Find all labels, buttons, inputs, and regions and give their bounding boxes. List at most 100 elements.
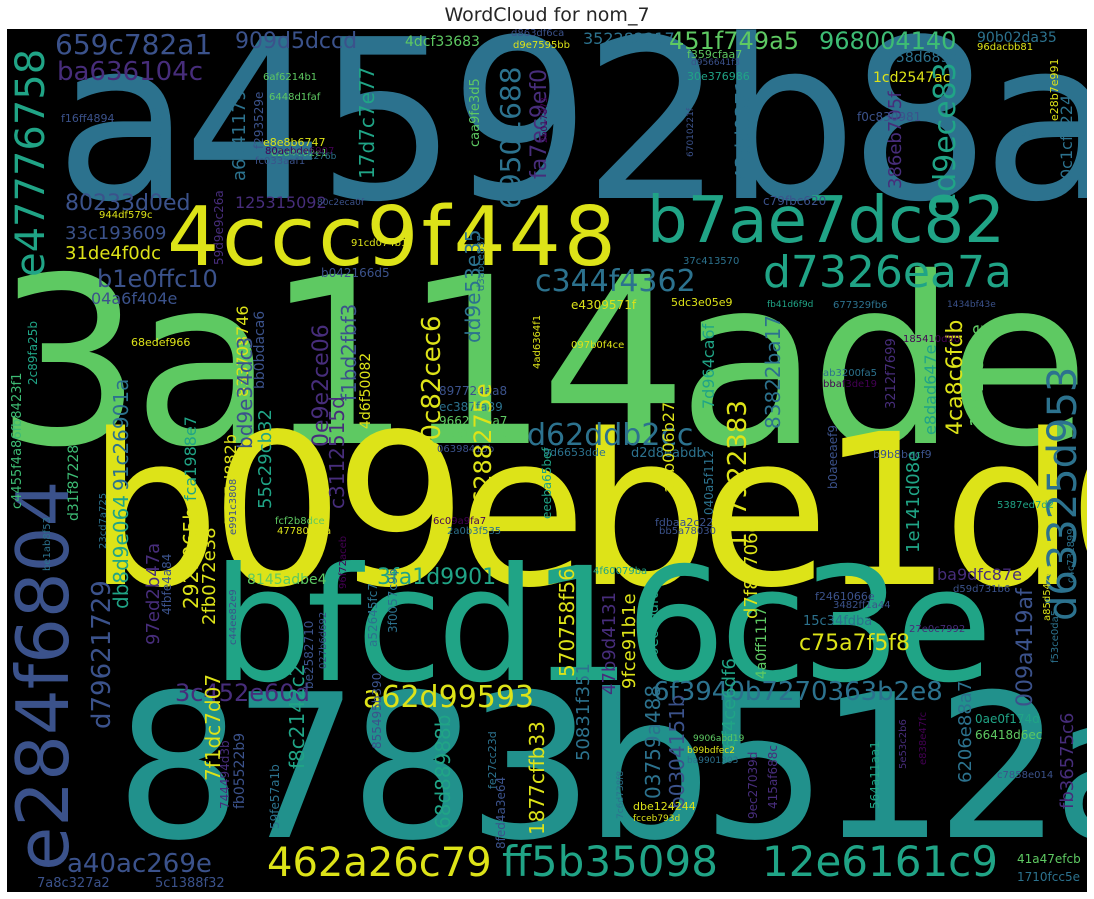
word: 6af6214b1 — [263, 72, 318, 83]
word: 06398415b — [437, 444, 495, 455]
word: 226e2276b — [285, 152, 337, 162]
word: 3c452e60d — [175, 679, 310, 707]
word: b0aeeaef9 — [826, 425, 840, 489]
word: 125315092 — [235, 193, 327, 212]
word: e2d4e02e1 — [271, 148, 328, 159]
word: d956641f3 — [691, 58, 740, 68]
word: f1bd2fbf3 — [337, 303, 361, 401]
word: ba9dfc87e — [937, 565, 1022, 584]
word: b7ae7dc82 — [647, 184, 1005, 258]
word: ae1edb14c — [451, 429, 507, 440]
word: e991c3808 — [228, 478, 239, 535]
word: 96dacbb81 — [977, 42, 1034, 53]
word: d9e7595bb — [513, 40, 571, 51]
word: d79621729 — [87, 580, 117, 729]
word: 7a8c327a2 — [37, 876, 110, 891]
word: 027b6d692 — [318, 611, 329, 669]
word: c4455f4a86fb8423f1 — [10, 372, 25, 509]
word: 352282217 — [583, 29, 675, 48]
word: c4c73c899 — [1066, 528, 1077, 583]
word: 185410d90 — [903, 334, 961, 345]
word: d7326ea7a — [763, 247, 1012, 298]
word: 67010221f — [686, 108, 696, 157]
word: fb05522b9 — [232, 732, 248, 809]
word: 9d6653dde — [543, 446, 606, 459]
word: 9906abd19 — [693, 734, 745, 744]
word: 855495b390 — [370, 672, 384, 749]
word: 83822ba17 — [761, 314, 785, 429]
word: ba9901303 — [687, 756, 739, 766]
chart-title: WordCloud for nom_7 — [444, 4, 650, 26]
word: b9b8becf9 — [873, 448, 932, 461]
word: c3112515d — [325, 396, 349, 509]
word: 33c193609 — [65, 223, 167, 244]
word: 040a5f112 — [702, 449, 716, 515]
word: a52645fc7 — [366, 583, 380, 647]
word: eeeba65bef — [540, 447, 554, 519]
word: b09ebe1d6 — [87, 389, 1087, 634]
word: 3482ff1a44 — [833, 600, 891, 611]
word: 91c26901a — [109, 378, 133, 491]
word: fca1988e7 — [181, 416, 200, 501]
word: f359cfaa7 — [687, 48, 743, 61]
word: 3f0057c9b — [386, 568, 400, 633]
word: 9fce91b1e — [619, 593, 640, 689]
word: 1361751be — [967, 324, 988, 427]
word: b042166d5 — [321, 266, 390, 280]
word: caa9fe3d5 — [468, 78, 483, 147]
word: e8e8b6747 — [263, 136, 326, 149]
word: c79fbc620 — [763, 194, 827, 208]
word: 097b0f4ce — [571, 340, 625, 351]
word: fc033aaf1 — [255, 156, 306, 167]
word: 2fb072e38 — [199, 527, 220, 625]
word: c75a7f5f8 — [799, 631, 911, 656]
word: fcceb793d — [633, 814, 681, 824]
word: bb5a78030 — [659, 526, 716, 537]
word: 12e6161c9 — [762, 837, 998, 886]
word: 1710fcc5e — [1017, 870, 1080, 884]
word: b1e0ffc10 — [97, 265, 218, 293]
word: f53ce0da5 — [1050, 609, 1061, 663]
word: 68d88988b — [431, 714, 455, 829]
word: 6f3940b7270363b2e8 — [653, 677, 943, 707]
word: 04a6f404e — [91, 289, 178, 308]
word: 9662106a7 — [439, 414, 508, 428]
word: 4ccc9f448 — [167, 190, 619, 285]
word: 47b9d4131 — [599, 591, 620, 695]
word: 96f72aceb — [338, 535, 349, 589]
word: 7c6d738f8 — [616, 770, 626, 819]
word: 462a26c79 — [267, 840, 492, 886]
word: f16ff4894 — [61, 112, 115, 125]
word: 91cd074b1 — [351, 238, 408, 249]
word: 4f60079ba — [593, 566, 648, 577]
word: a40ac269e — [67, 849, 212, 879]
word: 4a0ff1117 — [754, 607, 770, 679]
word: 41a47efcb — [1017, 852, 1081, 866]
word: e838e47fc — [918, 711, 929, 765]
word: f2461066e — [815, 590, 875, 603]
word: 6206e88a7 — [955, 680, 976, 783]
word: 6288275e — [469, 383, 497, 505]
word: b99bdfec2 — [687, 746, 735, 756]
word: fb36575c6 — [1057, 712, 1078, 809]
word: 37c413570 — [683, 256, 740, 267]
word: 80233d0ed — [65, 191, 191, 216]
word: 43dd0371c — [731, 68, 755, 181]
word: e4309571f — [571, 298, 637, 312]
word: 30ec40df0 — [646, 590, 662, 665]
word: fe27cc23d — [486, 731, 499, 789]
word: 1cd2547ac — [873, 70, 951, 86]
word: 6448d1faf — [269, 92, 321, 103]
word: 5feele1d2 — [150, 106, 166, 177]
word: 27e0c7992 — [909, 624, 966, 635]
word: e8dad647e — [921, 344, 940, 435]
word: be1ab8f53 — [42, 517, 53, 571]
word: b0304151b — [665, 694, 689, 809]
word: 4fbfe4a84 — [160, 553, 174, 615]
word: 2929065b — [179, 507, 203, 609]
word: 8783b512a — [115, 652, 1087, 885]
word: d3abce837 — [476, 235, 487, 291]
word: 31de4f0dc — [65, 243, 161, 264]
word: d31f87228 — [66, 444, 82, 521]
word: d59d731b6 — [953, 584, 1011, 595]
